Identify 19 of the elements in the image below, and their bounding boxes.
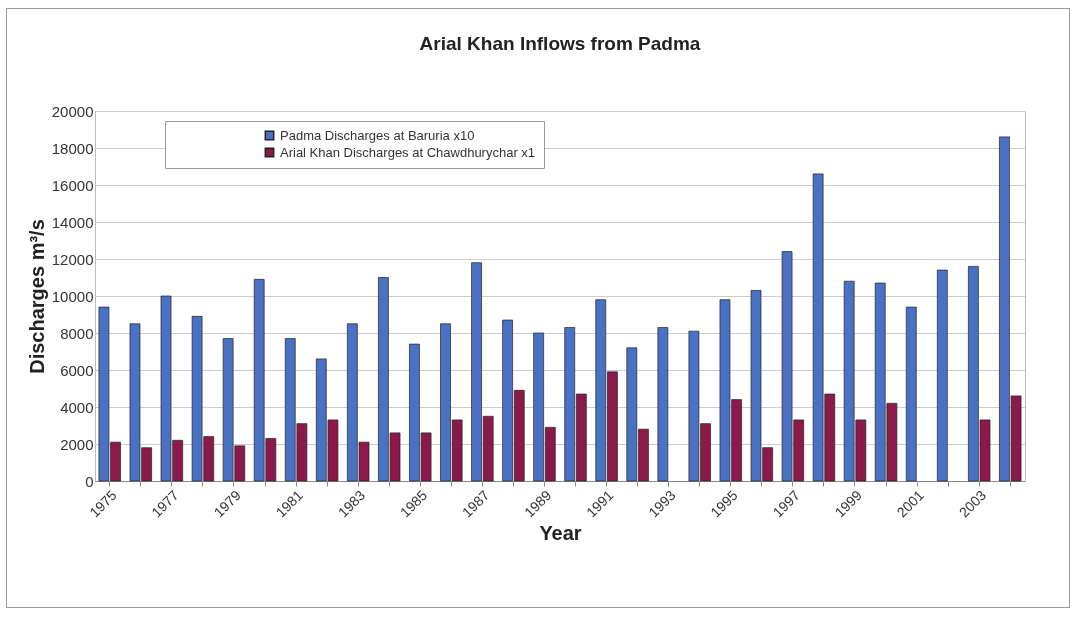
legend-label: Arial Khan Discharges at Chawdhurychar x1: [280, 144, 536, 160]
legend-label: Padma Discharges at Baruria x10: [280, 127, 475, 143]
y-tick-label: 18000: [51, 139, 94, 157]
bar: [936, 269, 948, 482]
y-tick-label: 20000: [51, 102, 94, 120]
y-tick-label: 6000: [60, 361, 94, 379]
y-tick-label: 4000: [60, 398, 94, 416]
chart-title: Arial Khan Inflows from Padma: [419, 33, 701, 54]
bar: [657, 327, 669, 482]
y-tick-label: 10000: [51, 287, 94, 305]
y-axis-title: Discharges m³/s: [25, 219, 48, 374]
y-tick-label: 14000: [51, 213, 94, 231]
bar: [905, 306, 917, 482]
y-tick-label: 8000: [60, 324, 94, 342]
y-tick-label: 12000: [51, 250, 94, 268]
x-axis-title: Year: [539, 522, 582, 545]
y-tick-label: 16000: [51, 176, 94, 194]
y-tick-label: 2000: [60, 435, 94, 453]
y-tick-label: 0: [85, 472, 94, 490]
